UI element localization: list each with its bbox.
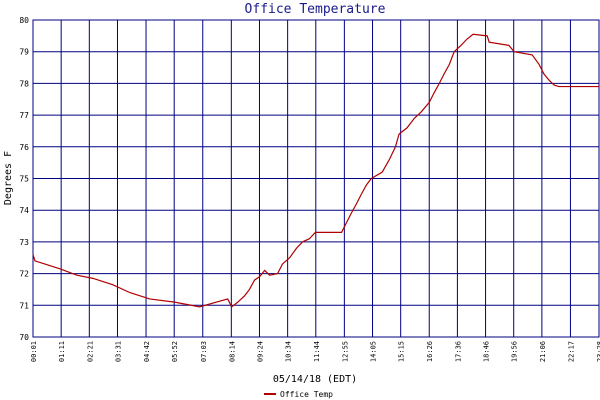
x-tick-label: 16:26 [426,341,434,362]
x-tick-label: 01:11 [58,341,66,362]
x-tick-label: 07:03 [200,341,208,362]
x-tick-label: 22:17 [567,341,575,362]
x-tick-label: 05:52 [171,341,179,362]
y-tick-label: 79 [19,48,29,57]
x-tick-label: 18:46 [483,341,491,362]
y-tick-label: 73 [19,238,29,247]
y-tick-label: 76 [19,143,29,152]
x-tick-label: 21:06 [539,341,547,362]
x-tick-label: 04:42 [143,341,151,362]
x-axis-label: 05/14/18 (EDT) [273,374,357,385]
y-axis-label: Degrees F [3,151,14,205]
x-tick-label: 14:05 [370,341,378,362]
x-tick-label: 00:01 [30,341,38,362]
x-tick-label: 08:14 [228,341,236,362]
data-line [32,33,599,308]
x-tick-label: 03:31 [114,341,122,362]
x-tick-label: 15:15 [398,341,406,362]
y-tick-label: 75 [19,175,29,184]
x-tick-label: 02:21 [86,341,94,362]
x-tick-label: 10:34 [285,341,293,362]
x-tick-label: 09:24 [256,341,264,362]
chart-title: Office Temperature [245,2,386,17]
x-tick-label: 11:44 [313,341,321,362]
x-tick-label: 17:36 [454,341,462,362]
y-tick-label: 72 [19,270,29,279]
y-tick-label: 80 [19,16,29,25]
x-tick-label: 23:28 [596,341,600,362]
x-tick-label: 12:55 [341,341,349,362]
legend-label: Office Temp [280,390,333,399]
y-tick-label: 77 [19,111,29,120]
y-tick-label: 78 [19,79,29,88]
y-tick-label: 71 [19,301,29,310]
y-tick-label: 70 [19,333,29,342]
y-tick-label: 74 [19,206,29,215]
plot-frame [32,19,600,338]
x-tick-label: 19:56 [511,341,519,362]
